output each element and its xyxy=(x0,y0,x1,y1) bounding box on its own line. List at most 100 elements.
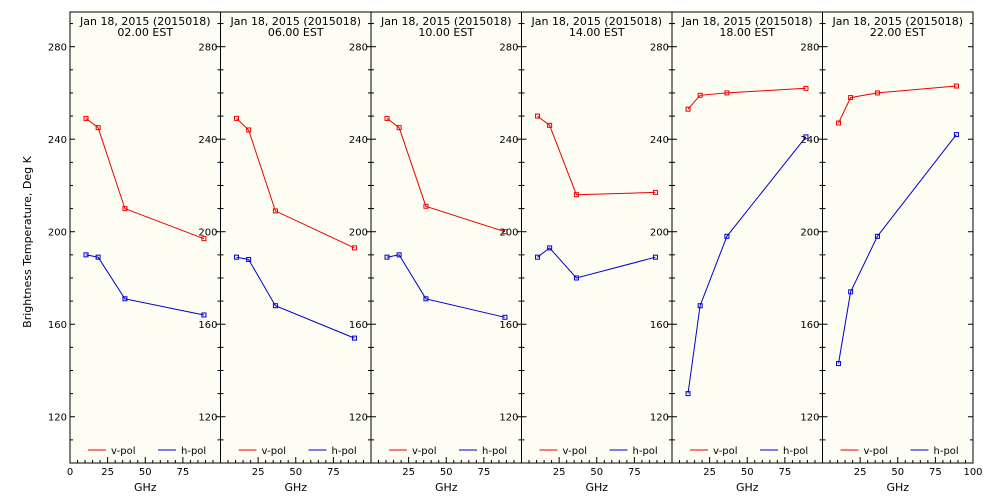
x-tick-label: 75 xyxy=(929,467,942,478)
series-line-h-pol xyxy=(386,254,506,318)
data-point-h-pol xyxy=(201,312,207,318)
data-point-v-pol xyxy=(384,115,390,121)
data-point-v-pol xyxy=(396,125,402,131)
data-point-v-pol xyxy=(246,127,252,133)
x-tick-label: 100 xyxy=(963,467,982,478)
data-point-v-pol xyxy=(83,115,89,121)
data-point-v-pol xyxy=(685,106,691,112)
legend-label-h-pol: h-pol xyxy=(181,446,206,457)
y-tick-label: 160 xyxy=(650,320,669,331)
series-line-h-pol xyxy=(838,134,957,364)
series-line-h-pol xyxy=(85,254,205,316)
panel-subtitle: 02.00 EST xyxy=(117,26,173,39)
data-point-h-pol xyxy=(848,289,854,295)
y-tick-label: 160 xyxy=(349,320,368,331)
legend-label-h-pol: h-pol xyxy=(783,446,808,457)
panel-title: Jan 18, 2015 (2015018) xyxy=(79,15,211,28)
panel-subtitle: 06.00 EST xyxy=(268,26,324,39)
data-point-h-pol xyxy=(836,361,842,367)
data-point-h-pol xyxy=(535,254,541,260)
y-tick-label: 200 xyxy=(198,228,217,239)
x-axis-title: GHz xyxy=(435,481,458,494)
y-tick-label: 200 xyxy=(48,228,67,239)
data-point-h-pol xyxy=(724,233,730,239)
y-tick-label: 120 xyxy=(349,413,368,424)
y-tick-label: 240 xyxy=(800,135,819,146)
series-line-v-pol xyxy=(537,115,656,196)
x-tick-label: 50 xyxy=(289,467,302,478)
chart-panels: Jan 18, 2015 (2015018)02.00 EST120160200… xyxy=(48,11,983,494)
x-tick-label: 25 xyxy=(402,467,415,478)
data-point-v-pol xyxy=(697,92,703,98)
data-point-v-pol xyxy=(535,113,541,119)
data-point-h-pol xyxy=(573,275,579,281)
y-tick-label: 160 xyxy=(48,320,67,331)
data-point-v-pol xyxy=(547,122,553,128)
legend-label-v-pol: v-pol xyxy=(563,446,588,457)
y-tick-label: 240 xyxy=(650,135,669,146)
y-tick-label: 240 xyxy=(48,135,67,146)
chart-panel-3: Jan 18, 2015 (2015018)10.00 EST 120 160 200… xyxy=(349,11,522,494)
y-tick-label: 120 xyxy=(800,413,819,424)
panel-subtitle: 10.00 EST xyxy=(418,26,474,39)
x-tick-label: 25 xyxy=(252,467,265,478)
legend-label-h-pol: h-pol xyxy=(482,446,507,457)
y-tick-label: 240 xyxy=(499,135,518,146)
data-point-h-pol xyxy=(423,296,429,302)
legend-label-h-pol: h-pol xyxy=(934,446,959,457)
chart-panel-6: Jan 18, 2015 (2015018)22.00 EST 120 160 200… xyxy=(800,11,983,494)
x-tick-label: 75 xyxy=(628,467,641,478)
y-tick-label: 120 xyxy=(48,413,67,424)
data-point-h-pol xyxy=(685,391,691,397)
y-tick-label: 120 xyxy=(499,413,518,424)
panel-title: Jan 18, 2015 (2015018) xyxy=(530,15,662,28)
y-tick-label: 280 xyxy=(349,43,368,54)
legend-label-h-pol: h-pol xyxy=(633,446,658,457)
data-point-v-pol xyxy=(652,189,658,195)
data-point-h-pol xyxy=(272,303,278,309)
panel-frame xyxy=(822,11,974,464)
x-tick-label: 75 xyxy=(327,467,340,478)
panel-subtitle: 14.00 EST xyxy=(569,26,625,39)
x-tick-label: 25 xyxy=(854,467,867,478)
y-tick-label: 280 xyxy=(499,43,518,54)
data-point-v-pol xyxy=(836,120,842,126)
panel-frame xyxy=(370,11,522,464)
data-point-h-pol xyxy=(874,233,880,239)
panel-title: Jan 18, 2015 (2015018) xyxy=(831,15,963,28)
data-point-h-pol xyxy=(547,245,553,251)
x-tick-label: 25 xyxy=(101,467,114,478)
data-point-v-pol xyxy=(953,83,959,89)
panel-title: Jan 18, 2015 (2015018) xyxy=(681,15,813,28)
y-axis-title: Brightness Temperature, Deg K xyxy=(21,155,34,327)
legend-label-v-pol: v-pol xyxy=(111,446,136,457)
x-tick-label: 50 xyxy=(741,467,754,478)
data-point-h-pol xyxy=(83,252,89,258)
x-axis-title: GHz xyxy=(134,481,157,494)
data-point-v-pol xyxy=(234,115,240,121)
data-point-v-pol xyxy=(502,229,508,235)
panel-subtitle: 22.00 EST xyxy=(870,26,926,39)
chart-panel-4: Jan 18, 2015 (2015018)14.00 EST 120 160 200… xyxy=(499,11,673,494)
data-point-h-pol xyxy=(803,134,809,140)
data-point-h-pol xyxy=(396,252,402,258)
legend-label-v-pol: v-pol xyxy=(262,446,287,457)
y-tick-label: 280 xyxy=(800,43,819,54)
y-tick-label: 200 xyxy=(499,228,518,239)
data-point-h-pol xyxy=(95,254,101,260)
series-line-h-pol xyxy=(687,136,807,394)
series-line-v-pol xyxy=(386,118,506,233)
panel-frame xyxy=(69,11,221,464)
panel-title: Jan 18, 2015 (2015018) xyxy=(380,15,512,28)
panel-subtitle: 18.00 EST xyxy=(719,26,775,39)
y-tick-label: 240 xyxy=(198,135,217,146)
x-tick-label: 25 xyxy=(703,467,716,478)
legend-label-v-pol: v-pol xyxy=(412,446,437,457)
x-axis-title: GHz xyxy=(886,481,909,494)
data-point-v-pol xyxy=(803,85,809,91)
data-point-v-pol xyxy=(122,206,128,212)
y-tick-label: 280 xyxy=(48,43,67,54)
x-axis-title: GHz xyxy=(585,481,608,494)
data-point-v-pol xyxy=(573,192,579,198)
